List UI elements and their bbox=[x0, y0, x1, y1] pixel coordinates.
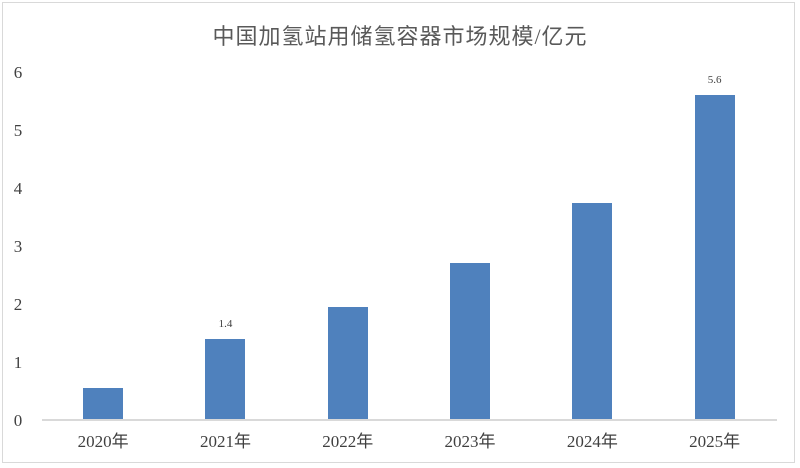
bar bbox=[450, 263, 491, 420]
y-tick-label: 3 bbox=[13, 237, 23, 256]
bar bbox=[572, 202, 613, 420]
bar-value-label: 5.6 bbox=[707, 74, 722, 87]
chart-frame bbox=[2, 2, 795, 463]
x-axis-label: 2023年 bbox=[444, 432, 496, 451]
x-axis-line bbox=[42, 419, 777, 421]
chart-title: 中国加氢站用储氢容器市场规模/亿元 bbox=[212, 24, 588, 49]
y-tick-label: 6 bbox=[13, 63, 23, 82]
x-axis-label: 2024年 bbox=[566, 432, 618, 451]
bar-value-label: 1.4 bbox=[218, 317, 233, 330]
x-axis-label: 2025年 bbox=[689, 432, 741, 451]
y-tick-label: 4 bbox=[13, 179, 23, 198]
bar bbox=[694, 95, 735, 420]
bar bbox=[205, 338, 246, 420]
bar bbox=[83, 388, 124, 420]
x-axis-label: 2020年 bbox=[77, 432, 129, 451]
bar bbox=[327, 306, 368, 420]
x-axis-label: 2021年 bbox=[199, 432, 251, 451]
y-tick-label: 0 bbox=[13, 411, 23, 430]
y-tick-label: 2 bbox=[13, 295, 23, 314]
y-tick-label: 5 bbox=[13, 121, 23, 140]
x-axis-label: 2022年 bbox=[322, 432, 374, 451]
y-tick-label: 1 bbox=[13, 353, 23, 372]
